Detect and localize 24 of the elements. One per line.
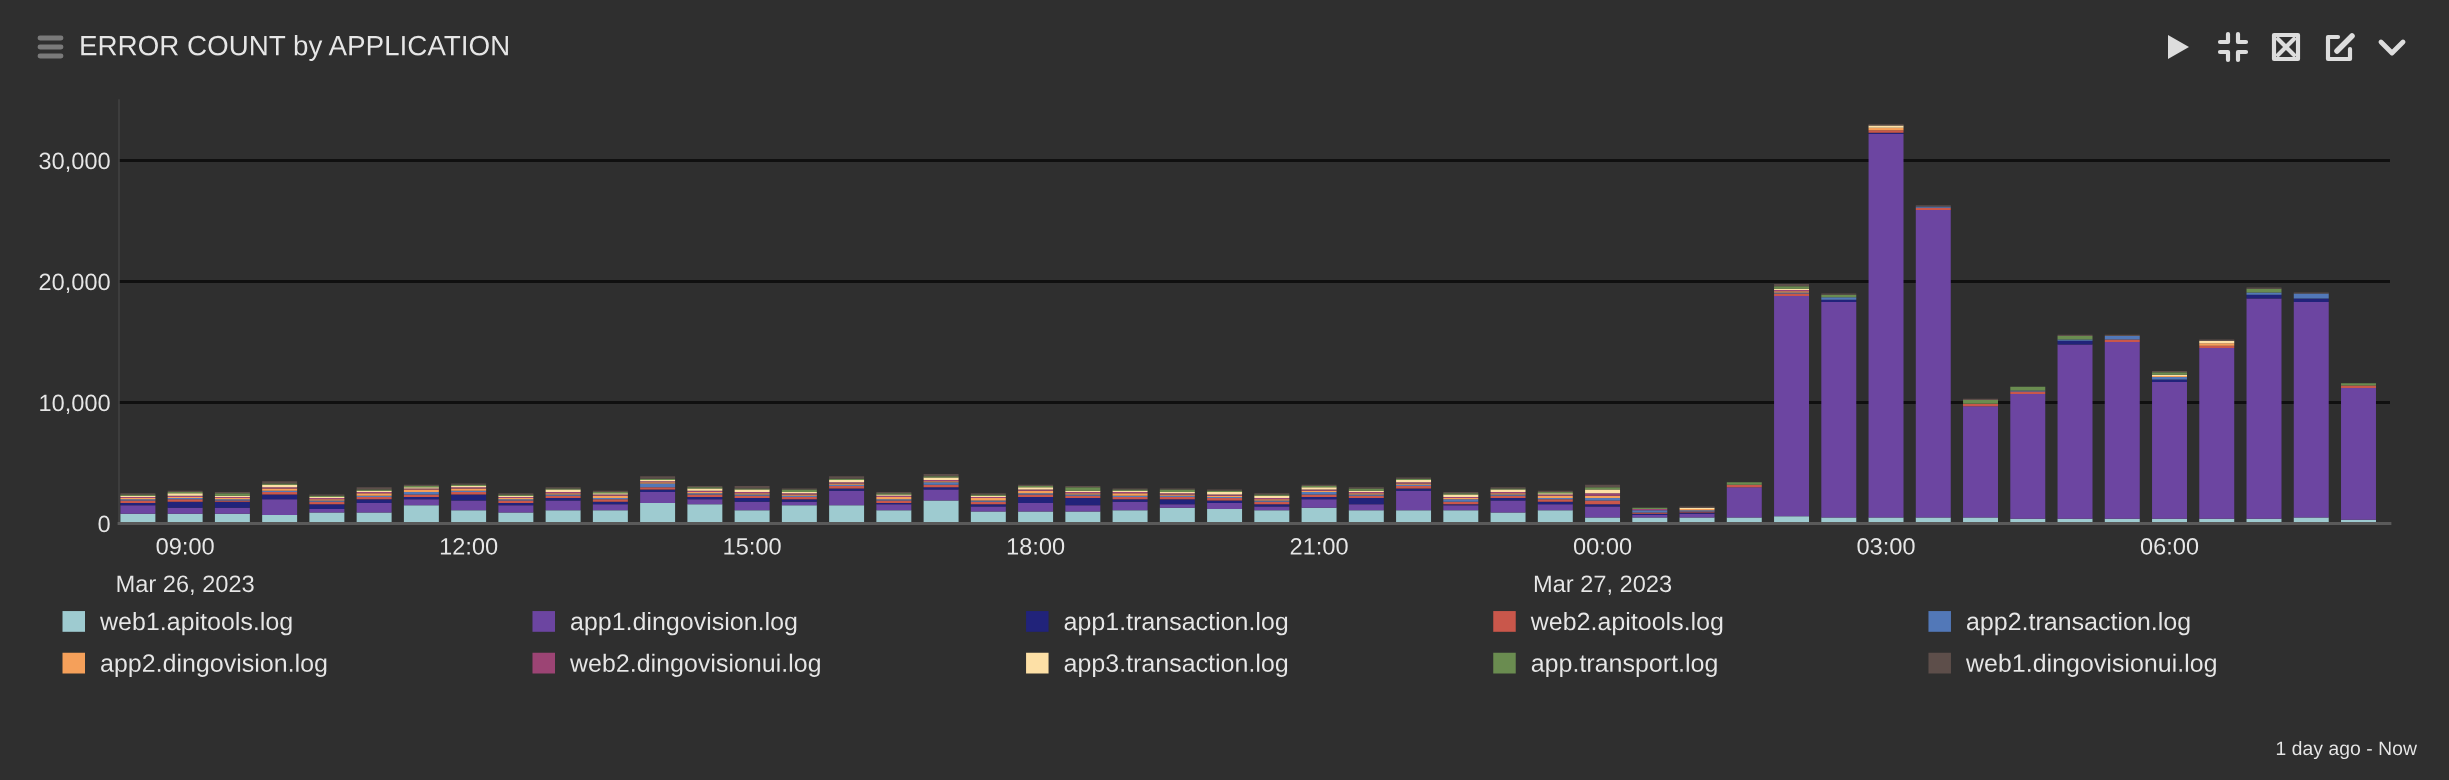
legend-label: app2.dingovision.log bbox=[101, 653, 327, 677]
legend-label: web2.dingovisionui.log bbox=[569, 653, 820, 677]
x-tick-label: 09:00 Mar 26, 2023 bbox=[117, 538, 254, 595]
legend-label: app3.transaction.log bbox=[1064, 653, 1288, 677]
y-tick-label: 0 bbox=[98, 515, 110, 533]
legend-label: app.transport.log bbox=[1531, 653, 1717, 677]
legend-label: web1.dingovisionui.log bbox=[1965, 653, 2216, 677]
x-tick-label: 12:00 bbox=[440, 538, 498, 555]
legend-label: web1.apitools.log bbox=[99, 611, 292, 636]
text: 1 day ago - Now bbox=[2276, 740, 2418, 760]
y-tick-label: 30,000 bbox=[39, 152, 110, 173]
chart-title: ERROR COUNT by APPLICATION bbox=[81, 35, 508, 61]
legend-label: web2.apitools.log bbox=[1530, 611, 1723, 636]
x-tick-label: 15:00 bbox=[724, 538, 781, 555]
y-tick-label: 10,000 bbox=[40, 394, 110, 415]
legend-label: app1.transaction.log bbox=[1064, 611, 1288, 636]
x-tick-label: 00:00 Mar 27, 2023 bbox=[1534, 538, 1672, 595]
x-tick-label: 06:00 bbox=[2140, 538, 2199, 555]
x-tick-label: 03:00 bbox=[1857, 538, 1915, 555]
x-tick-label: 21:00 bbox=[1290, 538, 1348, 555]
x-tick-label: 18:00 bbox=[1007, 538, 1065, 555]
legend-label: app2.transaction.log bbox=[1967, 611, 2190, 636]
y-tick-label: 20,000 bbox=[39, 273, 110, 294]
legend-label: app1.dingovision.log bbox=[571, 611, 797, 636]
